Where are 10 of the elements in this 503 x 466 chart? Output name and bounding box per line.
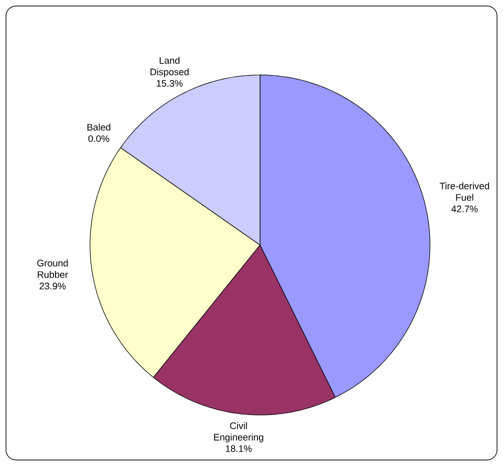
slice-label: Land Disposed	[150, 56, 189, 78]
slice-label: Tire-derived Fuel	[440, 182, 490, 201]
data-label: 42.7%	[451, 206, 478, 212]
data-label: 15.3%	[156, 80, 183, 87]
category-label: Baled	[87, 124, 110, 131]
slice-label: Civil Engineering	[214, 422, 264, 442]
slice-label: Ground Rubber	[37, 260, 68, 278]
data-label: 23.9%	[40, 282, 66, 290]
text: 0.0%	[88, 135, 110, 142]
data-label: 18.1%	[226, 445, 252, 452]
